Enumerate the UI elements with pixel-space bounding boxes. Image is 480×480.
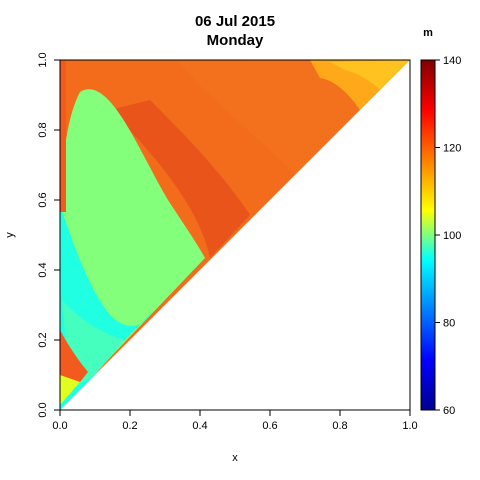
y-tick-label-4: 0.8 (37, 122, 49, 137)
colorbar-ticks: 60 80 100 120 140 (435, 55, 461, 417)
colorbar-tick-label-1: 80 (443, 318, 455, 330)
x-tick-label-3: 0.6 (262, 420, 277, 432)
y-tick-label-0: 0.0 (37, 402, 49, 417)
x-axis-label: x (232, 452, 238, 464)
x-tick-label-2: 0.4 (192, 420, 207, 432)
colorbar-tick-label-3: 120 (443, 143, 461, 155)
region-left-edge-strip-top (60, 60, 66, 212)
x-tick-label-1: 0.2 (122, 420, 137, 432)
heatmap-field (60, 60, 410, 410)
colorbar-unit-label: m (423, 27, 433, 39)
chart-title: 06 Jul 2015 (195, 13, 275, 30)
region-ridge (110, 100, 250, 258)
chart-subtitle: Monday (207, 32, 264, 49)
region-bottom-left-corner (60, 375, 80, 405)
y-axis: 0.0 0.2 0.4 0.6 0.8 1.0 (37, 52, 60, 418)
region-corner-bright (330, 60, 410, 90)
colorbar-tick-label-0: 60 (443, 405, 455, 417)
y-axis-label: y (4, 232, 16, 238)
colorbar-tick-label-4: 140 (443, 55, 461, 67)
y-tick-label-1: 0.2 (37, 332, 49, 347)
plot-frame (59, 59, 411, 411)
colorbar (420, 59, 436, 411)
x-tick-label-0: 0.0 (52, 420, 67, 432)
x-tick-label-5: 1.0 (402, 420, 417, 432)
colorbar-tick-label-2: 100 (443, 230, 461, 242)
y-tick-label-5: 1.0 (37, 52, 49, 67)
y-tick-label-3: 0.6 (37, 192, 49, 207)
x-tick-label-4: 0.8 (332, 420, 347, 432)
x-axis: 0.0 0.2 0.4 0.6 0.8 1.0 (52, 410, 418, 432)
y-tick-label-2: 0.4 (37, 262, 49, 277)
